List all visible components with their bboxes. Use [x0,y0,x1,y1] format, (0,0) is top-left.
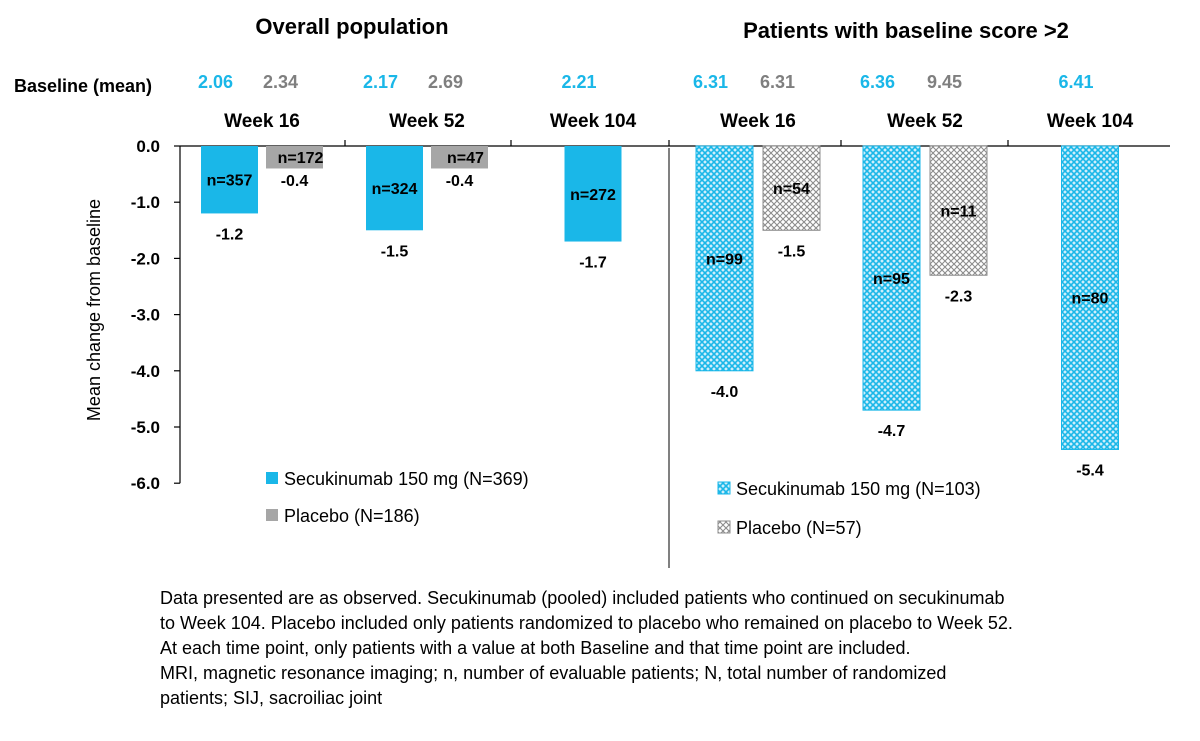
chart: 0.0 -1.0 -2.0 -3.0 -4.0 -5.0 -6.0 Mean change f… [14,14,1170,568]
bar-placebo [762,145,821,231]
bar-n-label: n=54 [773,181,810,198]
footnote: Data presented are as observed. Secukinu… [160,586,1180,711]
y-tick-label: -3.0 [131,306,160,325]
y-tick-label: -2.0 [131,249,160,268]
baseline-value-secukinumab: 2.21 [561,72,596,92]
y-tick-label: -5.0 [131,418,160,437]
x-tick-label: Week 16 [224,111,300,132]
y-axis-label: Mean change from baseline [84,199,104,421]
bar-value-label: -5.4 [1076,462,1104,479]
bar-secukinumab [1061,145,1119,450]
baseline-value-secukinumab: 6.31 [693,72,728,92]
legend-swatch-placebo [266,509,278,521]
bar-value-label: -4.0 [711,384,739,401]
x-tick-label: Week 52 [389,111,465,132]
legend-swatch-placebo [717,520,731,534]
footnote-line: MRI, magnetic resonance imaging; n, numb… [160,663,947,683]
x-tick-label: Week 104 [550,111,637,132]
baseline-value-placebo: 2.34 [263,72,298,92]
bar-value-label: -2.3 [945,288,973,305]
bar-value-label: -0.4 [446,173,474,190]
bar-value-label: -1.7 [579,255,607,272]
legend-swatch-secukinumab [266,472,278,484]
bar-secukinumab [862,145,921,411]
x-tick-label: Week 52 [887,111,963,132]
baseline-value-secukinumab: 6.36 [860,72,895,92]
bar-n-label: n=47 [447,150,484,167]
bar-secukinumab [201,146,258,214]
bar-n-label: n=272 [570,187,616,204]
baseline-value-placebo: 6.31 [760,72,795,92]
legend-label-secukinumab: Secukinumab 150 mg (N=369) [284,469,529,489]
bar-n-label: n=357 [207,173,253,190]
y-tick-label: -6.0 [131,474,160,493]
bar-secukinumab [695,145,754,372]
bar-secukinumab [366,146,423,231]
bar-value-label: -1.5 [381,243,409,260]
bar-value-label: -1.5 [778,243,806,260]
bar-value-label: -4.7 [878,423,906,440]
baseline-value-secukinumab: 2.06 [198,72,233,92]
bar-placebo [266,146,323,169]
footnote-line: At each time point, only patients with a… [160,638,911,658]
legend-label-placebo: Placebo (N=186) [284,506,420,526]
baseline-value-placebo: 2.69 [428,72,463,92]
bar-n-label: n=95 [873,271,910,288]
legend-swatch-secukinumab [717,481,731,495]
bar-secukinumab [564,146,622,242]
y-tick-label: -4.0 [131,362,160,381]
baseline-row-label: Baseline (mean) [14,76,152,96]
bar-n-label: n=99 [706,251,743,268]
bar-placebo [431,146,488,169]
panel-title: Overall population [255,14,448,39]
legend-label-secukinumab: Secukinumab 150 mg (N=103) [736,479,981,499]
y-tick-label: 0.0 [136,137,160,156]
legend-label-placebo: Placebo (N=57) [736,518,862,538]
footnote-line: Data presented are as observed. Secukinu… [160,588,1005,608]
y-tick-label: -1.0 [131,193,160,212]
bar-placebo [929,145,988,276]
x-tick-label: Week 104 [1047,111,1134,132]
baseline-value-secukinumab: 6.41 [1058,72,1093,92]
bar-n-label: n=172 [278,150,324,167]
baseline-value-placebo: 9.45 [927,72,962,92]
footnote-line: patients; SIJ, sacroiliac joint [160,688,383,708]
bar-n-label: n=80 [1072,291,1109,308]
bar-value-label: -0.4 [281,173,309,190]
bar-n-label: n=11 [940,204,976,221]
panel-title: Patients with baseline score >2 [743,18,1069,43]
baseline-value-secukinumab: 2.17 [363,72,398,92]
bar-value-label: -1.2 [216,226,244,243]
bar-n-label: n=324 [372,181,418,198]
footnote-line: to Week 104. Placebo included only patie… [160,613,1013,633]
x-tick-label: Week 16 [720,111,796,132]
